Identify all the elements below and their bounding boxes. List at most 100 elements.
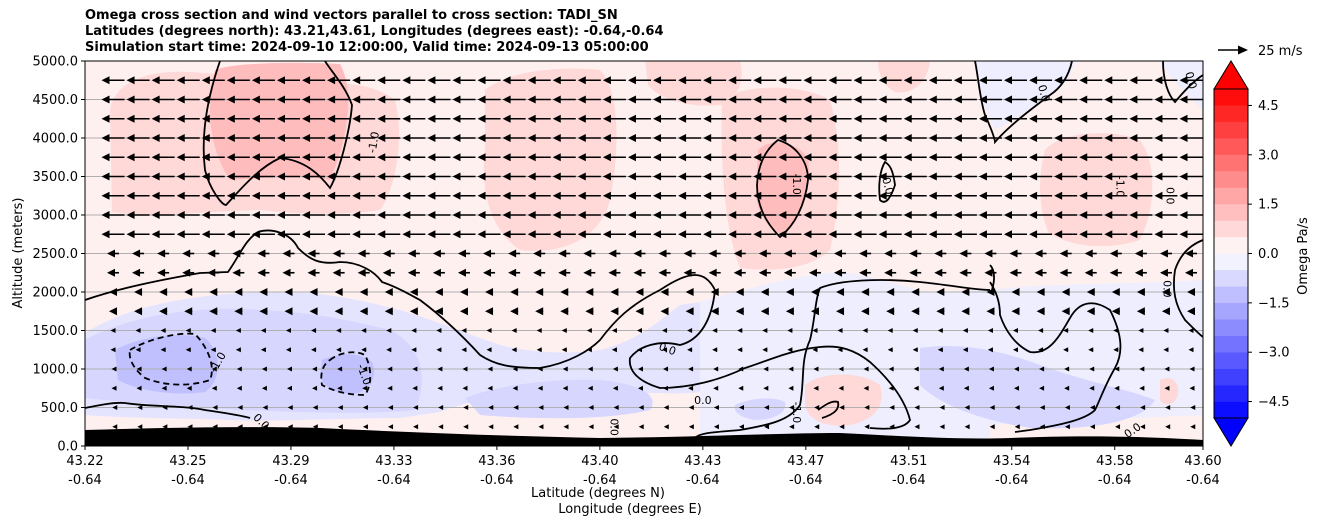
wind-vector — [427, 76, 451, 85]
wind-vector — [336, 347, 342, 353]
wind-vector — [1013, 347, 1019, 353]
svg-text:-1.0: -1.0 — [1114, 176, 1127, 197]
wind-vector — [309, 307, 318, 316]
wind-vector — [612, 366, 618, 372]
wind-vector — [432, 268, 445, 277]
wind-vector — [362, 366, 368, 372]
wind-vector — [763, 385, 769, 391]
wind-vector — [257, 249, 270, 258]
wind-vector — [1079, 95, 1103, 104]
wind-vector — [778, 211, 802, 219]
wind-vector — [537, 366, 543, 372]
wind-vector — [1154, 230, 1178, 239]
wind-vector — [134, 307, 143, 316]
wind-vector — [1104, 134, 1128, 142]
wind-vector — [978, 114, 1002, 123]
wind-vector — [653, 95, 677, 104]
y-tick-label: 4500.0 — [33, 93, 79, 108]
wind-vector — [527, 76, 551, 85]
wind-vector — [660, 288, 669, 296]
wind-vector — [512, 366, 518, 372]
contour-line-0-small-right — [878, 160, 896, 203]
colorbar-level — [1213, 302, 1249, 320]
wind-vector — [778, 114, 802, 123]
wind-vector — [760, 307, 769, 316]
wind-vector — [637, 385, 643, 391]
colorbar-tick-label: −3.0 — [1258, 346, 1290, 361]
wind-vector — [126, 191, 150, 200]
wind-vector — [737, 328, 743, 333]
wind-vector — [1063, 347, 1069, 353]
wind-vector — [352, 95, 376, 104]
wind-vector — [758, 249, 771, 258]
wind-vector — [653, 134, 677, 142]
wind-vector — [683, 268, 696, 277]
wind-vector — [182, 268, 195, 277]
contour-line-0-lower-left — [85, 401, 251, 419]
x-tick-label-lat: 43.36 — [478, 454, 515, 469]
wind-vector — [703, 211, 727, 219]
wind-vector — [1164, 385, 1170, 391]
wind-vector — [909, 249, 922, 258]
wind-vector — [226, 191, 250, 200]
wind-vector — [978, 172, 1002, 181]
wind-vector — [1004, 76, 1028, 85]
wind-vector — [753, 95, 777, 104]
wind-vector — [728, 172, 752, 181]
wind-vector — [362, 385, 368, 391]
wind-vector — [527, 172, 551, 181]
wind-vector — [402, 172, 426, 181]
wind-vector — [432, 249, 445, 258]
wind-vector — [1134, 268, 1147, 277]
wind-vector — [803, 191, 827, 200]
wind-vector — [964, 405, 970, 410]
wind-vector — [477, 230, 501, 239]
wind-vector — [361, 347, 367, 353]
colorbar-extend-max — [1213, 60, 1249, 90]
wind-vector — [112, 424, 118, 430]
wind-vector — [903, 230, 927, 239]
x-tick-label-lat: 43.33 — [375, 454, 412, 469]
wind-vector — [307, 249, 320, 258]
wind-vector — [535, 288, 544, 296]
wind-vector — [1165, 405, 1171, 410]
wind-vector — [778, 230, 802, 239]
wind-vector — [502, 191, 526, 200]
wind-vector — [735, 288, 744, 296]
wind-vector — [508, 249, 521, 258]
wind-vector — [987, 328, 993, 333]
wind-vector — [1088, 328, 1094, 333]
wind-vector — [683, 249, 696, 258]
svg-text:-1.0: -1.0 — [366, 131, 383, 154]
wind-vector — [412, 385, 418, 391]
wind-vector — [1114, 366, 1120, 372]
omega-negative-region-bottom-mid — [465, 379, 653, 419]
wind-vector — [834, 249, 847, 258]
wind-vector — [210, 347, 216, 353]
x-tick-label-lat: 43.47 — [787, 454, 824, 469]
x-tick-label-lon: -0.64 — [789, 473, 823, 488]
wind-vector — [226, 95, 250, 104]
wind-vector — [427, 95, 451, 104]
wind-vector — [527, 211, 551, 219]
wind-vector — [911, 307, 920, 316]
wind-vector — [703, 172, 727, 181]
wind-vector — [828, 95, 852, 104]
y-tick-label: 3500.0 — [33, 170, 79, 185]
wind-vector — [211, 385, 217, 391]
wind-vector — [753, 134, 777, 142]
wind-vector — [462, 366, 468, 372]
wind-vector — [412, 366, 418, 372]
wind-vector — [184, 288, 193, 296]
colorbar-level — [1213, 384, 1249, 402]
wind-vector — [1038, 328, 1044, 333]
svg-text:0.0: 0.0 — [879, 176, 896, 196]
wind-vector — [934, 268, 947, 277]
x-axis: 43.22 -0.64 43.25 -0.64 43.29 -0.64 43.33 -0.64… — [66, 446, 1222, 488]
wind-vector — [359, 288, 368, 296]
wind-vector — [1064, 366, 1070, 372]
wind-vector — [953, 114, 977, 123]
wind-vector — [1179, 211, 1203, 219]
wind-vector — [136, 366, 142, 372]
svg-text:0.0: 0.0 — [1035, 83, 1052, 103]
